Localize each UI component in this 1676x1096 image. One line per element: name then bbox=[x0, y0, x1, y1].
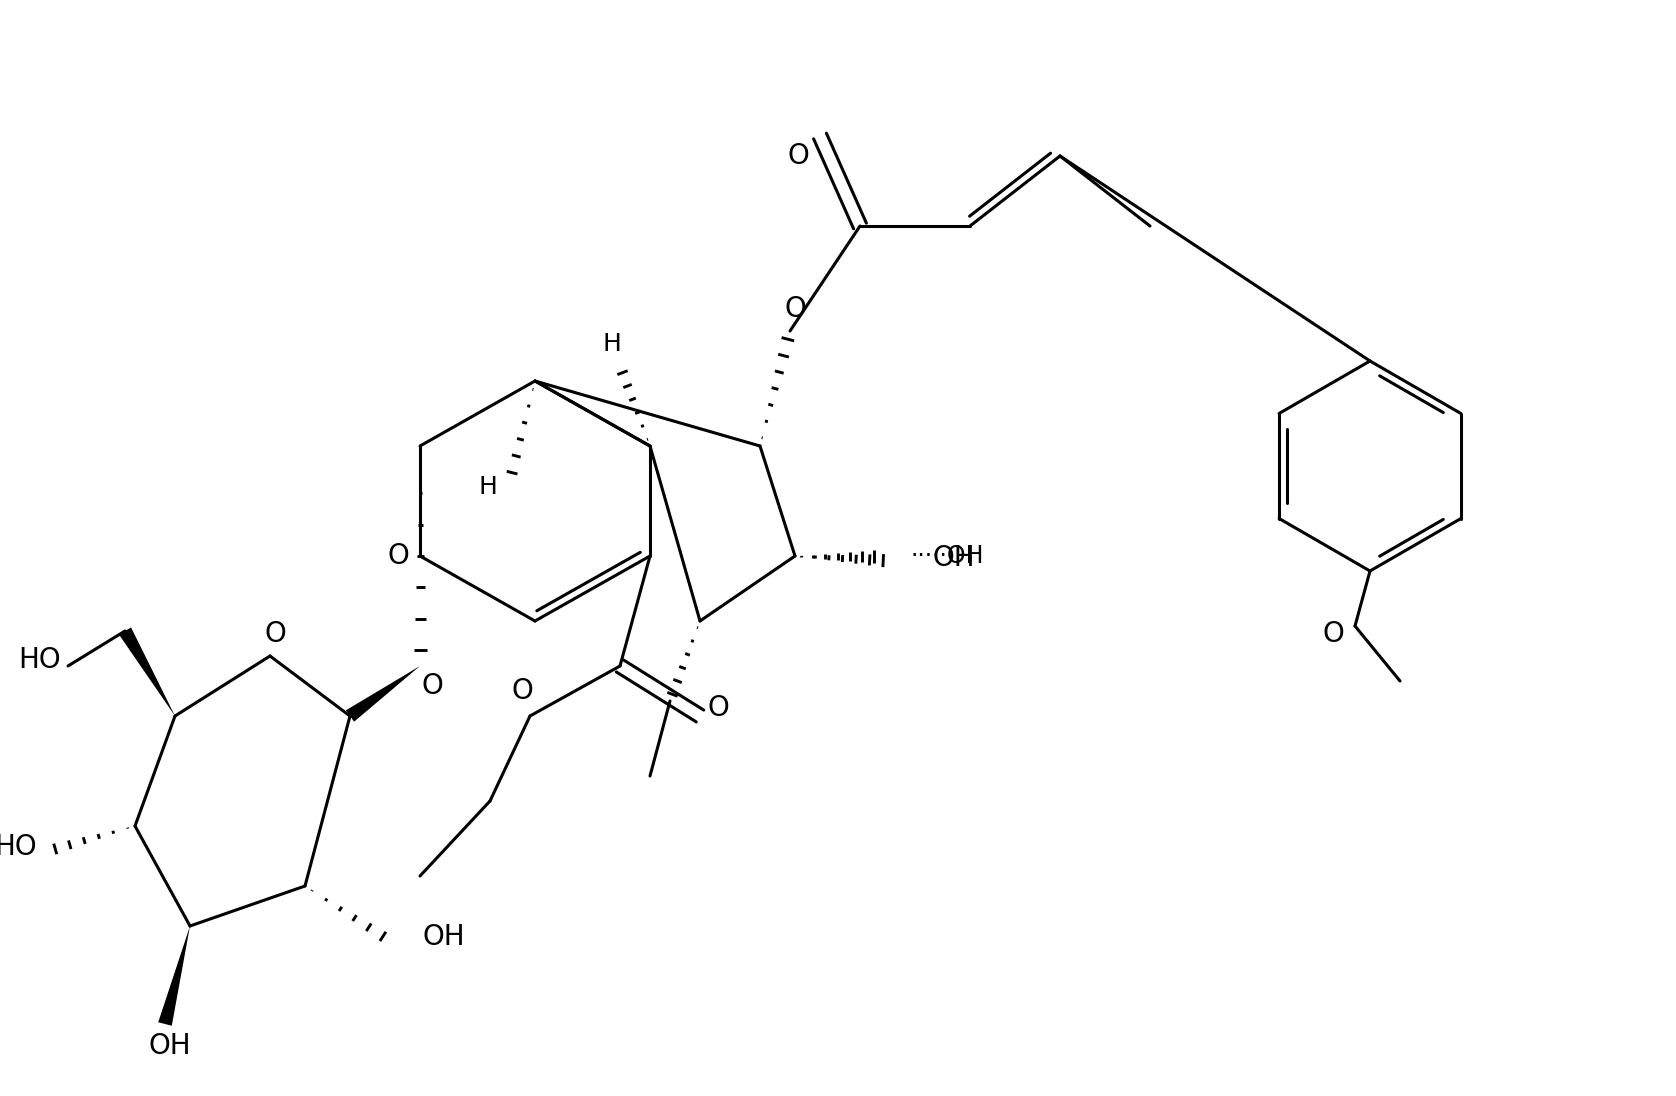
Polygon shape bbox=[119, 627, 174, 716]
Text: O: O bbox=[421, 672, 442, 700]
Text: OH: OH bbox=[932, 544, 975, 572]
Text: O: O bbox=[707, 694, 729, 722]
Text: H: H bbox=[603, 332, 622, 356]
Text: HO: HO bbox=[18, 646, 62, 674]
Text: OH: OH bbox=[422, 923, 464, 951]
Polygon shape bbox=[158, 926, 189, 1026]
Text: O: O bbox=[788, 142, 810, 170]
Text: HO: HO bbox=[0, 833, 37, 861]
Polygon shape bbox=[345, 666, 421, 721]
Text: H: H bbox=[479, 475, 498, 499]
Text: O: O bbox=[511, 677, 533, 705]
Text: ·····OH: ·····OH bbox=[910, 544, 984, 568]
Text: OH: OH bbox=[149, 1032, 191, 1060]
Text: O: O bbox=[784, 295, 806, 323]
Text: O: O bbox=[1322, 620, 1344, 648]
Text: O: O bbox=[265, 620, 287, 648]
Text: O: O bbox=[387, 543, 409, 570]
